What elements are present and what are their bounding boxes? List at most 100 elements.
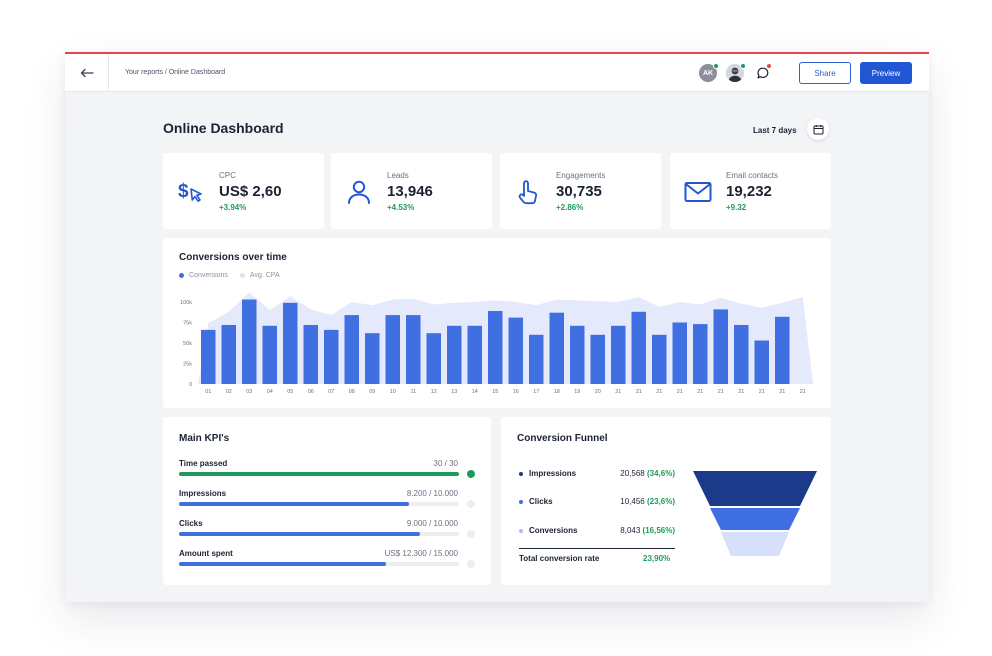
x-tick-label: 21	[697, 389, 703, 395]
user-photo-icon	[726, 64, 744, 82]
share-button[interactable]: Share	[799, 62, 851, 84]
kpi-progress-row: Amount spent US$ 12.300 / 15.000	[179, 549, 475, 569]
x-tick-label: 09	[369, 389, 375, 395]
conversion-funnel-card: Conversion Funnel Impressions 20,568 (34…	[501, 417, 831, 585]
chart-bar[interactable]	[242, 299, 257, 385]
kpi-label: Leads	[387, 171, 409, 180]
chart-bar[interactable]	[426, 333, 442, 384]
kpi-row-label: Amount spent	[179, 549, 233, 558]
y-tick-label: 75k	[183, 321, 192, 327]
chart-bar[interactable]	[713, 309, 729, 384]
funnel-row-conversions: Conversions 8,043 (16,56%)	[519, 526, 675, 538]
chart-bar[interactable]	[734, 325, 749, 384]
total-conversion-label: Total conversion rate	[519, 554, 600, 563]
funnel-segment-conversions[interactable]	[721, 532, 789, 556]
avatar[interactable]: AK	[699, 64, 717, 82]
kpi-row-value: 30 / 30	[433, 459, 458, 468]
x-tick-label: 19	[574, 389, 580, 395]
funnel-count: 20,568	[620, 469, 645, 478]
kpi-label: Engagements	[556, 171, 606, 180]
pointer-hand-icon	[518, 180, 538, 205]
x-tick-label: 14	[472, 389, 478, 395]
x-tick-label: 17	[533, 389, 539, 395]
funnel-segment-clicks[interactable]	[710, 508, 800, 530]
chat-bubble-icon[interactable]	[755, 65, 771, 81]
x-tick-label: 10	[390, 389, 396, 395]
x-tick-label: 21	[738, 389, 744, 395]
chart-title: Conversions over time	[179, 252, 287, 263]
chart-bar[interactable]	[283, 302, 298, 384]
chart-bar[interactable]	[549, 312, 565, 384]
kpi-delta: +4.53%	[387, 203, 415, 212]
calendar-button[interactable]	[807, 118, 829, 140]
kpi-row-label: Time passed	[179, 459, 228, 468]
x-tick-label: 21	[636, 389, 642, 395]
date-range-label[interactable]: Last 7 days	[753, 126, 797, 135]
chart-bar[interactable]	[467, 325, 483, 384]
x-tick-label: 04	[267, 389, 273, 395]
chart-bar[interactable]	[590, 334, 606, 384]
notification-dot	[766, 63, 772, 69]
chart-bar[interactable]	[652, 334, 667, 384]
chart-bar[interactable]	[262, 325, 278, 384]
chart-bar[interactable]	[201, 329, 216, 384]
x-tick-label: 20	[595, 389, 601, 395]
chart-bar[interactable]	[488, 311, 503, 384]
chart-bar[interactable]	[693, 324, 708, 384]
back-button[interactable]	[65, 54, 109, 92]
progress-track	[179, 472, 459, 476]
legend-item-avg-cpa[interactable]: Avg. CPA	[239, 272, 280, 279]
funnel-graphic	[693, 471, 817, 556]
top-bar: Your reports / Online Dashboard AK Share…	[65, 54, 929, 92]
x-tick-label: 21	[759, 389, 765, 395]
funnel-label: Clicks	[529, 497, 553, 506]
funnel-value: 8,043 (16,56%)	[620, 526, 675, 535]
bullet-dot	[519, 500, 523, 504]
progress-fill	[179, 562, 387, 566]
kpi-delta: +2.86%	[556, 203, 584, 212]
chart-bar[interactable]	[221, 325, 237, 384]
chart-bar[interactable]	[324, 329, 339, 384]
chart-bar[interactable]	[754, 340, 770, 385]
x-tick-label: 21	[779, 389, 785, 395]
avatar-photo[interactable]	[726, 64, 744, 82]
kpi-value: US$ 2,60	[219, 183, 282, 200]
x-tick-label: 12	[431, 389, 437, 395]
chart-bar[interactable]	[611, 325, 626, 384]
conversions-chart: 0 25k 50k 75k 100k 01 02 03 04 05 06 07 08 09 10 11 12 13…	[180, 292, 813, 395]
pending-dot	[467, 530, 475, 538]
chart-bar[interactable]	[406, 315, 421, 384]
preview-button[interactable]: Preview	[860, 62, 912, 84]
kpi-delta: +9.32	[726, 203, 747, 212]
kpi-progress-row: Time passed 30 / 30	[179, 459, 475, 482]
legend-label: Conversions	[189, 272, 228, 279]
chart-bar[interactable]	[508, 317, 524, 384]
arrow-left-icon	[80, 68, 94, 78]
funnel-label: Conversions	[529, 526, 578, 535]
funnel-count: 8,043	[620, 526, 641, 535]
kpi-card-cpc[interactable]: $ CPC US$ 2,60 +3.94%	[163, 153, 324, 229]
chart-bar[interactable]	[775, 316, 790, 384]
legend-item-conversions[interactable]: Conversions	[179, 272, 228, 279]
kpi-card-leads[interactable]: Leads 13,946 +4.53%	[331, 153, 492, 229]
kpi-delta: +3.94%	[219, 203, 247, 212]
check-icon	[467, 470, 475, 482]
x-tick-label: 18	[554, 389, 560, 395]
chart-bar[interactable]	[447, 325, 462, 384]
kpi-card-engagements[interactable]: Engagements 30,735 +2.86%	[500, 153, 661, 229]
chart-bar[interactable]	[631, 311, 647, 384]
chart-bar[interactable]	[385, 315, 401, 384]
chart-bar[interactable]	[365, 333, 380, 384]
chart-bar[interactable]	[672, 322, 688, 385]
chart-bar[interactable]	[303, 325, 319, 384]
funnel-segment-impressions[interactable]	[693, 471, 817, 506]
chart-bar[interactable]	[570, 325, 585, 384]
x-tick-label: 21	[718, 389, 724, 395]
main-kpis-card: Main KPI's Time passed 30 / 30 Impressions…	[163, 417, 491, 585]
chart-bar[interactable]	[529, 334, 544, 384]
kpi-card-email-contacts[interactable]: Email contacts 19,232 +9.32	[670, 153, 831, 229]
x-tick-label: 07	[328, 389, 334, 395]
chart-bar[interactable]	[344, 315, 360, 384]
pending-dot	[467, 500, 475, 508]
y-tick-label: 50k	[183, 341, 192, 347]
